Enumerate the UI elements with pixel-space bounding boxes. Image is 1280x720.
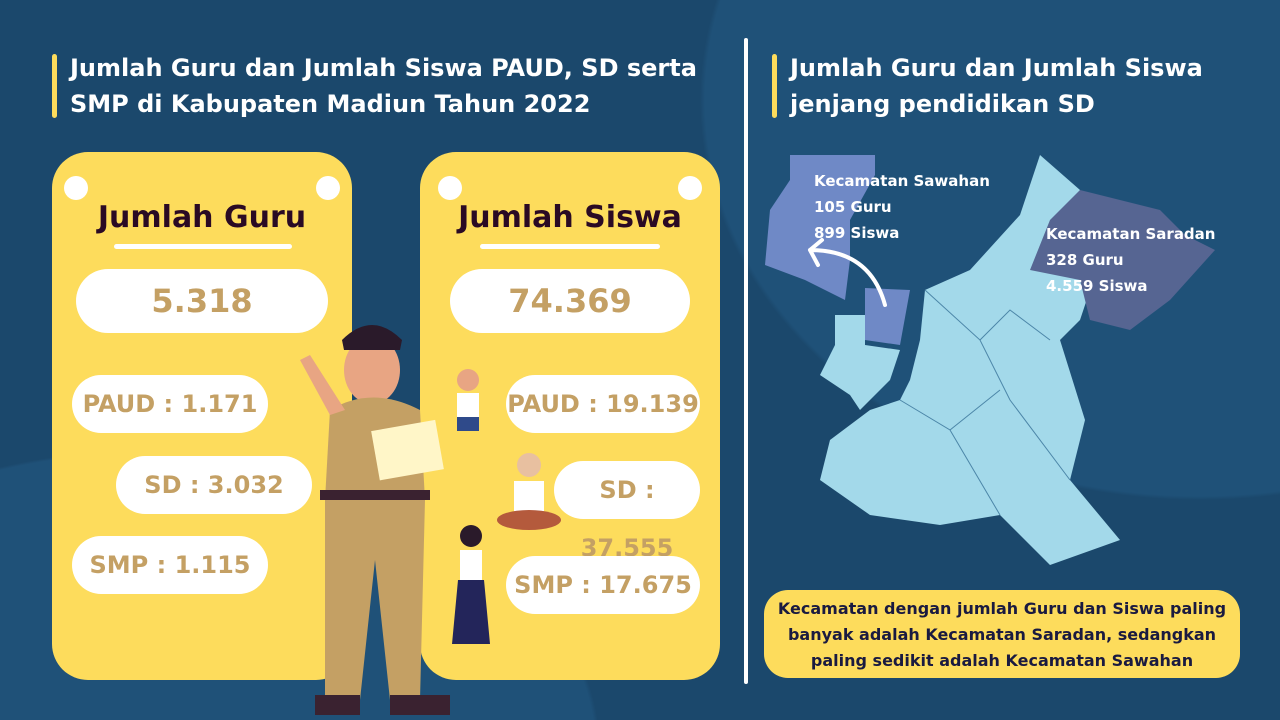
note-line: paling sedikit adalah Kecamatan Sawahan: [810, 651, 1194, 670]
left-title: Jumlah Guru dan Jumlah Siswa PAUD, SD se…: [52, 50, 697, 122]
note-line: banyak adalah Kecamatan Saradan, sedangk…: [787, 625, 1217, 644]
heading-underline: [114, 244, 292, 249]
note-line: Kecamatan dengan jumlah Guru dan Siswa p…: [777, 599, 1227, 618]
divider: [744, 38, 748, 684]
saradan-guru: 328 Guru: [1046, 251, 1124, 269]
guru-paud: PAUD : 1.171: [72, 375, 268, 433]
right-title-line: Jumlah Guru dan Jumlah Siswa: [790, 54, 1203, 82]
siswa-total: 74.369: [450, 269, 690, 333]
guru-total: 5.318: [76, 269, 328, 333]
teacher-illustration: [300, 325, 450, 715]
sawahan-label: Kecamatan Sawahan 105 Guru 899 Siswa: [814, 168, 990, 246]
left-title-line: Jumlah Guru dan Jumlah Siswa PAUD, SD se…: [70, 54, 697, 82]
arrow-icon: [808, 238, 887, 307]
heading-underline: [480, 244, 660, 249]
madiun-map: [765, 155, 1215, 565]
guru-heading: Jumlah Guru: [97, 200, 307, 235]
saradan-label: Kecamatan Saradan 328 Guru 4.559 Siswa: [1046, 221, 1215, 299]
map-region-sawahan: [765, 155, 910, 345]
right-title-line: jenjang pendidikan SD: [790, 90, 1095, 118]
sawahan-guru: 105 Guru: [814, 198, 892, 216]
card-hole: [438, 176, 462, 200]
sawahan-name: Kecamatan Sawahan: [814, 172, 990, 190]
right-title: Jumlah Guru dan Jumlah Siswa jenjang pen…: [772, 50, 1203, 122]
left-title-line: SMP di Kabupaten Madiun Tahun 2022: [70, 90, 591, 118]
map-borders: [899, 289, 1071, 516]
card-hole: [64, 176, 88, 200]
saradan-siswa: 4.559 Siswa: [1046, 277, 1148, 295]
saradan-name: Kecamatan Saradan: [1046, 225, 1216, 243]
card-hole: [678, 176, 702, 200]
card-hole: [316, 176, 340, 200]
guru-smp: SMP : 1.115: [72, 536, 268, 594]
map-region-saradan: [1030, 190, 1215, 330]
siswa-sd: SD : 37.555: [554, 461, 700, 562]
siswa-heading: Jumlah Siswa: [458, 200, 682, 235]
siswa-smp: SMP : 17.675: [506, 556, 700, 614]
guru-sd: SD : 3.032: [116, 456, 312, 514]
student-illustration: [497, 453, 561, 530]
student-illustration: [452, 525, 490, 644]
conclusion-note: Kecamatan dengan jumlah Guru dan Siswa p…: [764, 590, 1240, 678]
guru-card: Jumlah Guru 5.318 PAUD : 1.171 SD : 3.03…: [52, 152, 352, 680]
sawahan-siswa: 899 Siswa: [814, 224, 900, 242]
siswa-paud: PAUD : 19.139: [506, 375, 700, 433]
student-illustration: [457, 369, 479, 431]
